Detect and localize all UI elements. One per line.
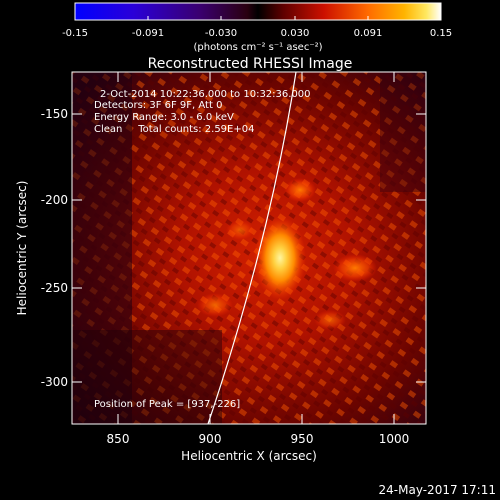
y-tick-label: -250 <box>41 281 68 295</box>
peak-source <box>254 216 306 300</box>
plot-title: Reconstructed RHESSI Image <box>148 56 353 72</box>
info-line-time: 2-Oct-2014 10:22:36.000 to 10:32:36.000 <box>100 89 311 100</box>
colorbar-tick-label: 0.030 <box>281 28 310 39</box>
colorbar-tick-label: 0.091 <box>354 28 383 39</box>
y-tick-label: -200 <box>41 193 68 207</box>
y-axis-label: Heliocentric Y (arcsec) <box>15 181 29 316</box>
x-axis-label: Heliocentric X (arcsec) <box>181 449 317 463</box>
colorbar-tick-label: 0.15 <box>430 28 452 39</box>
y-tick-label: -300 <box>41 375 68 389</box>
rhessi-image <box>72 72 426 424</box>
colorbar-tick-label: -0.030 <box>205 28 237 39</box>
solar-limb <box>207 72 297 424</box>
peak-position-text: Position of Peak = [937,-226] <box>94 399 240 410</box>
timestamp: 24-May-2017 17:11 <box>379 483 496 497</box>
x-axis-ticks <box>117 72 395 424</box>
info-line-energy: Energy Range: 3.0 - 6.0 keV <box>94 112 234 123</box>
plot-frame <box>71 71 427 425</box>
colorbar-tick-label: -0.15 <box>62 28 88 39</box>
y-tick-label: -150 <box>41 107 68 121</box>
x-tick-label: 1000 <box>379 432 410 446</box>
colorbar-ticks <box>74 16 442 20</box>
y-axis-ticks <box>72 113 426 383</box>
colorbar-unit-label: (photons cm⁻² s⁻¹ asec⁻²) <box>193 42 322 53</box>
x-tick-label: 900 <box>199 432 222 446</box>
colorbar-tick-label: -0.091 <box>132 28 164 39</box>
info-line-detectors: Detectors: 3F 6F 9F, Att 0 <box>94 100 222 111</box>
info-line-counts: Clean Total counts: 2.59E+04 <box>94 124 254 135</box>
colorbar <box>74 2 442 21</box>
x-tick-label: 950 <box>291 432 314 446</box>
x-tick-label: 850 <box>107 432 130 446</box>
